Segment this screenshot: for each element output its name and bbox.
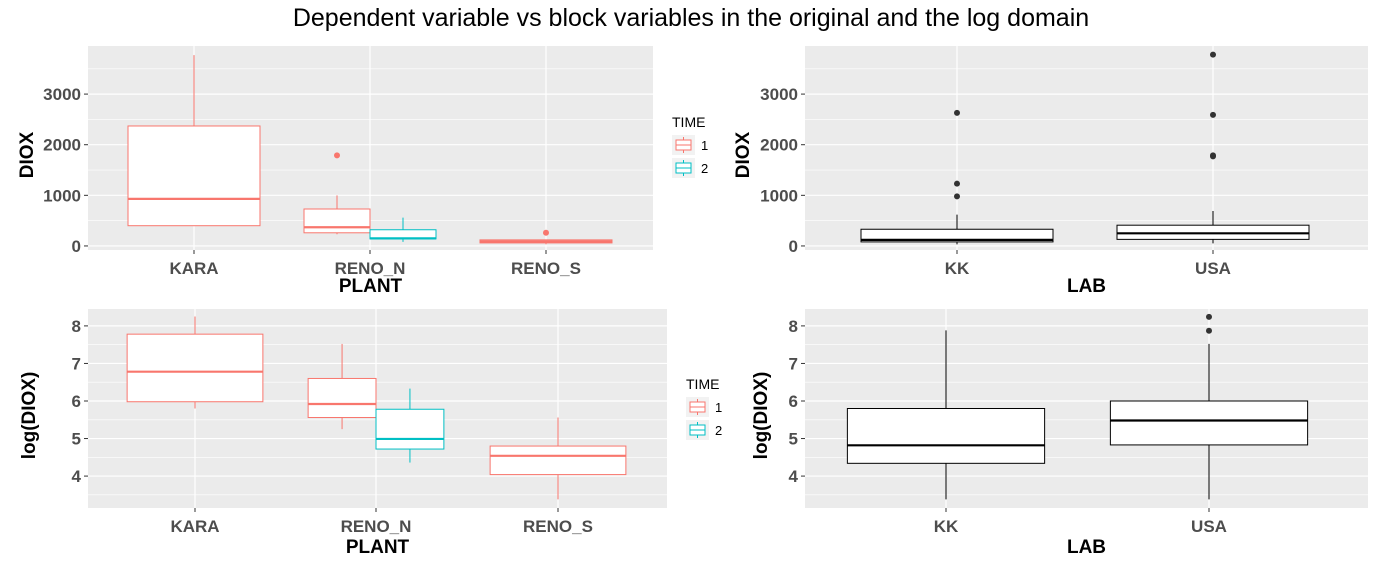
x-tick-label: KK xyxy=(945,259,970,278)
panel-4: 4 5 6 7 8 KK USA LAB log(DIOX) xyxy=(751,309,1368,558)
box-KK xyxy=(860,109,1054,245)
y-tick-label: 2000 xyxy=(760,136,798,155)
outlier-point xyxy=(954,193,960,200)
x-tick-label: KARA xyxy=(169,259,218,278)
y-tick-label: 6 xyxy=(789,392,798,411)
box-iqr xyxy=(375,408,445,450)
x-tick-label: KK xyxy=(934,517,959,536)
y-axis-title: DIOX xyxy=(733,131,754,178)
box-iqr xyxy=(860,228,1054,243)
box-USA xyxy=(1116,51,1310,244)
box-KARA-time-1 xyxy=(127,55,261,227)
legend: TIME 1 2 xyxy=(672,114,708,178)
figure-title: Dependent variable vs block variables in… xyxy=(292,4,1090,32)
y-tick-label: 8 xyxy=(72,317,81,336)
box-RENO_N-time-1 xyxy=(303,152,371,235)
panel-background xyxy=(805,46,1368,250)
panel-3: 4 5 6 7 8 KARA RENO_N RENO_S PLANT log(DIOX) TIME 1… xyxy=(19,309,722,558)
box-iqr xyxy=(1109,400,1309,446)
x-axis-title: PLANT xyxy=(339,276,403,297)
outlier-point xyxy=(954,109,960,116)
x-tick-label: RENO_S xyxy=(523,517,593,536)
legend-title: TIME xyxy=(686,376,719,392)
box-iqr xyxy=(307,377,377,419)
legend-label: 1 xyxy=(715,400,722,415)
y-tick-label: 2000 xyxy=(43,136,81,155)
box-RENO_N-time-2 xyxy=(369,217,437,242)
x-axis-title: LAB xyxy=(1067,276,1106,297)
outlier-point xyxy=(1206,313,1212,320)
box-RENO_S-time-1 xyxy=(489,417,627,500)
y-tick-label: 7 xyxy=(72,354,81,373)
y-tick-label: 0 xyxy=(72,237,81,256)
legend-label: 1 xyxy=(701,138,708,153)
y-axis-title: log(DIOX) xyxy=(19,372,40,460)
y-tick-label: 8 xyxy=(789,317,798,336)
box-iqr xyxy=(846,408,1046,464)
x-axis-title: PLANT xyxy=(346,537,410,558)
box-USA xyxy=(1109,313,1309,500)
legend-title: TIME xyxy=(672,114,705,130)
legend-label: 2 xyxy=(715,423,722,438)
box-iqr xyxy=(489,445,627,476)
panel-1: 0 1000 2000 3000 KARA RENO_N RENO_S PLANT DIOX TI… xyxy=(17,46,708,297)
box-iqr xyxy=(303,208,371,234)
box-RENO_N-time-2 xyxy=(375,388,445,463)
y-axis-title: DIOX xyxy=(17,131,38,178)
outlier-point xyxy=(1210,111,1216,118)
box-KARA-time-1 xyxy=(126,316,264,409)
legend-label: 2 xyxy=(701,161,708,176)
y-tick-label: 1000 xyxy=(760,186,798,205)
legend: TIME 1 2 xyxy=(686,376,722,440)
y-tick-label: 4 xyxy=(789,467,799,486)
x-tick-label: RENO_N xyxy=(335,259,406,278)
x-tick-label: RENO_S xyxy=(511,259,581,278)
x-tick-label: RENO_N xyxy=(341,517,412,536)
y-tick-label: 6 xyxy=(72,392,81,411)
box-RENO_N-time-1 xyxy=(307,343,377,430)
x-tick-label: USA xyxy=(1191,517,1227,536)
outlier-point xyxy=(1206,327,1212,334)
y-axis-title: log(DIOX) xyxy=(751,372,772,460)
box-iqr xyxy=(127,125,261,227)
outlier-point xyxy=(543,229,549,236)
y-tick-label: 4 xyxy=(72,467,82,486)
x-tick-label: KARA xyxy=(170,517,219,536)
box-RENO_S-time-1 xyxy=(479,229,613,245)
outlier-point xyxy=(1210,152,1216,159)
y-tick-label: 7 xyxy=(789,354,798,373)
outlier-point xyxy=(1210,51,1216,58)
y-tick-label: 0 xyxy=(789,237,798,256)
y-tick-label: 3000 xyxy=(760,85,798,104)
x-tick-label: USA xyxy=(1195,259,1231,278)
box-KK xyxy=(846,330,1046,500)
outlier-point xyxy=(954,180,960,187)
panel-2: 0 1000 2000 3000 KK USA LAB DIOX xyxy=(733,46,1368,297)
y-tick-label: 1000 xyxy=(43,186,81,205)
box-iqr xyxy=(126,333,264,403)
y-tick-label: 3000 xyxy=(43,85,81,104)
outlier-point xyxy=(334,152,340,159)
x-axis-title: LAB xyxy=(1067,537,1106,558)
y-tick-label: 5 xyxy=(72,430,81,449)
y-tick-label: 5 xyxy=(789,430,798,449)
